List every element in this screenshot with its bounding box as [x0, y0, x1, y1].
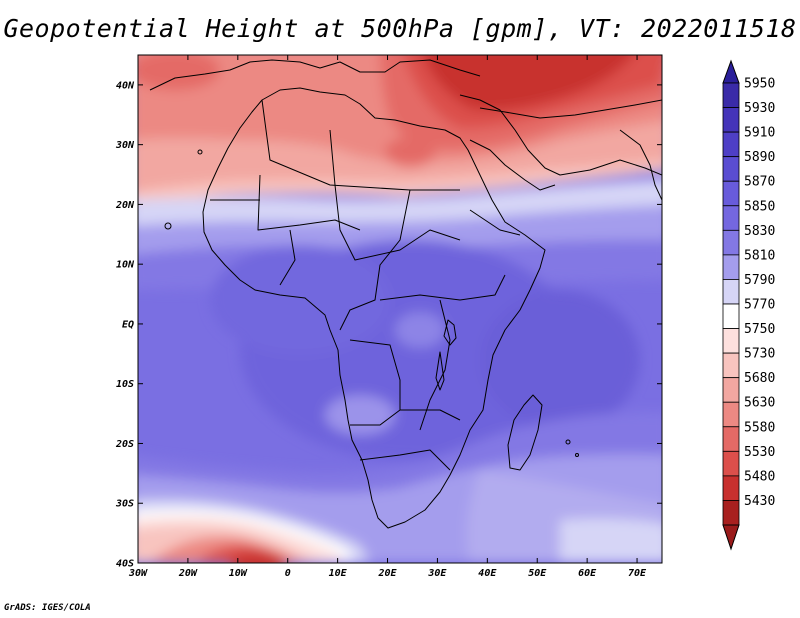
lat-tick-label: 40N — [116, 80, 135, 91]
lon-tick-label: 50E — [528, 568, 547, 579]
lat-tick-label: 30S — [115, 499, 134, 510]
colorbar-swatch — [722, 328, 740, 354]
colorbar-label: 5630 — [744, 396, 775, 411]
map-frame — [137, 54, 663, 564]
lat-tick-label: 10N — [116, 260, 135, 271]
colorbar-label: 5680 — [744, 371, 775, 386]
colorbar-swatch — [722, 156, 740, 182]
colorbar-label: 5480 — [744, 469, 775, 484]
colorbar-swatch — [722, 180, 740, 207]
lon-tick-label: 30E — [427, 568, 447, 579]
colorbar-label: 5850 — [744, 199, 775, 214]
grads-credit: GrADS: IGES/COLA — [4, 603, 91, 613]
lon-tick-label: 40E — [478, 568, 497, 579]
height-field — [138, 55, 662, 563]
latitude-axis: 40N 30N 20N 10N EQ 10S 20S 30S 40S — [115, 80, 662, 570]
colorbar-label: 5890 — [744, 150, 775, 165]
lat-tick-label: 20S — [115, 439, 134, 450]
colorbar-swatch — [722, 377, 740, 403]
colorbar-label: 5530 — [744, 445, 775, 460]
coastlines — [149, 59, 662, 529]
colorbar-swatch — [722, 450, 740, 477]
colorbar-swatch — [722, 254, 740, 280]
colorbar-swatch — [722, 205, 740, 231]
colorbar-label: 5790 — [744, 273, 775, 288]
colorbar-swatch — [722, 303, 740, 329]
lat-tick-label: EQ — [122, 319, 134, 330]
lon-tick-label: 10E — [329, 568, 348, 579]
colorbar-label: 5730 — [744, 347, 775, 362]
colorbar-swatch — [722, 229, 740, 256]
colorbar-bottom-arrow — [722, 524, 740, 551]
colorbar-swatch — [722, 82, 740, 108]
colorbar-label: 5810 — [744, 248, 775, 263]
colorbar-label: 5950 — [744, 77, 775, 92]
colorbar-swatch — [722, 475, 740, 501]
colorbar-label: 5770 — [744, 298, 775, 313]
longitude-axis: 30W 20W 10W 0 10E 20E 30E 40E 50E 60E 70E — [128, 55, 647, 579]
lon-tick-label: 20E — [377, 568, 397, 579]
colorbar-swatch — [722, 426, 740, 452]
colorbar-label: 5580 — [744, 420, 775, 435]
lon-tick-label: 30W — [128, 568, 148, 579]
colorbar-swatch — [722, 500, 740, 526]
lon-tick-label: 10W — [229, 568, 248, 579]
colorbar-label: 5930 — [744, 101, 775, 116]
colorbar-label: 5750 — [744, 322, 775, 337]
lat-tick-label: 30N — [115, 140, 135, 151]
colorbar-label: 5870 — [744, 175, 775, 190]
colorbar-swatch — [722, 107, 740, 133]
lon-tick-label: 20W — [178, 568, 198, 579]
colorbar-label: 5910 — [744, 126, 775, 141]
colorbar-swatch — [722, 401, 740, 428]
lon-tick-label: 70E — [628, 568, 647, 579]
colorbar-swatch — [722, 279, 740, 305]
lat-tick-label: 10S — [116, 379, 134, 390]
lon-tick-label: 60E — [578, 568, 597, 579]
lon-tick-label: 0 — [285, 568, 291, 579]
lat-tick-label: 20N — [115, 200, 135, 211]
lat-tick-label: 40S — [116, 559, 134, 570]
colorbar-swatch — [722, 352, 740, 379]
colorbar-label: 5430 — [744, 494, 775, 509]
colorbar-swatch — [722, 131, 740, 158]
map-title: Geopotential Height at 500hPa [gpm], VT:… — [3, 14, 797, 43]
colorbar: 5950 5930 5910 5890 5870 5850 5830 5810 5790 5770… — [722, 59, 775, 551]
colorbar-label: 5830 — [744, 224, 775, 239]
colorbar-top-arrow — [722, 59, 740, 84]
